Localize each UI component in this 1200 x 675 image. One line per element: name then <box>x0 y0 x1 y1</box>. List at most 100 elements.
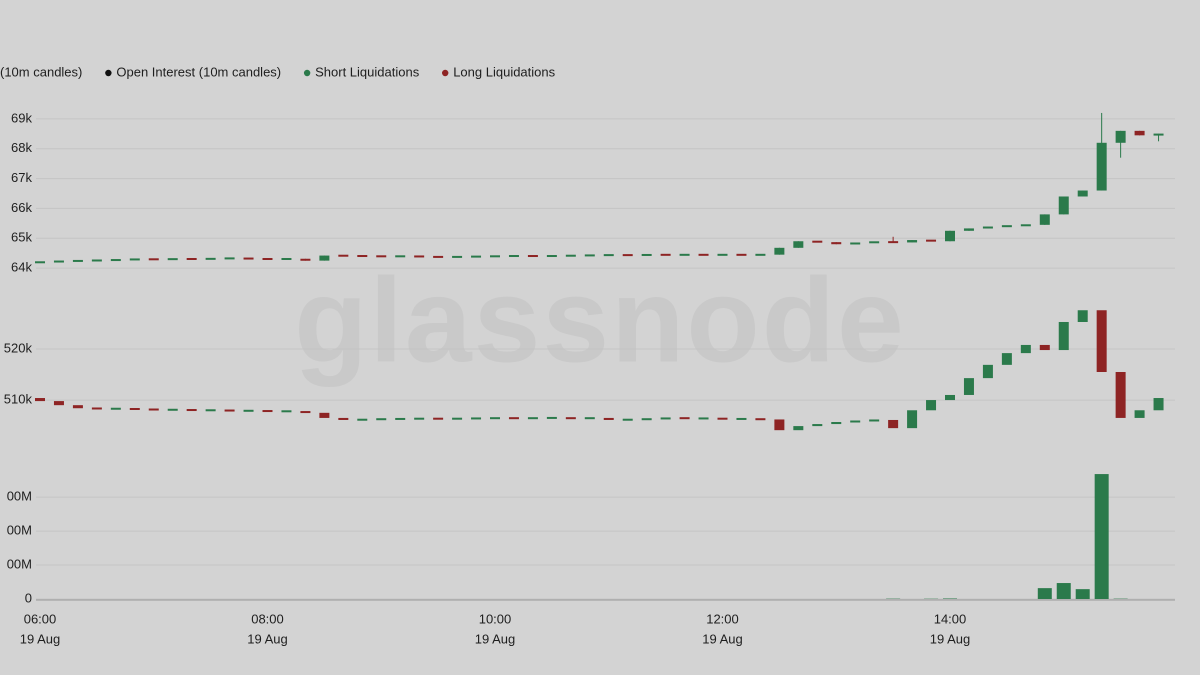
x-tick-label: 14:00 <box>934 611 967 626</box>
candle-body <box>91 407 102 410</box>
candle-body <box>963 378 974 395</box>
candle-body <box>1096 142 1107 191</box>
legend-marker <box>303 69 311 77</box>
x-tick-date: 19 Aug <box>930 631 971 646</box>
legend-label: Long Liquidations <box>453 64 555 79</box>
liquidation-bar <box>1037 588 1052 599</box>
candle-body <box>660 253 671 256</box>
candle-body <box>414 417 425 420</box>
candle-body <box>243 257 254 260</box>
candle-body <box>603 254 614 257</box>
legend-marker <box>105 69 112 77</box>
candle-body <box>888 241 899 244</box>
x-tick-date: 19 Aug <box>702 631 743 646</box>
candle-body <box>527 417 538 420</box>
candle-body <box>736 253 747 256</box>
candle-body <box>414 255 425 258</box>
candle-body <box>565 254 576 257</box>
y-tick-label: 67k <box>11 170 32 185</box>
candle-body <box>395 255 406 258</box>
candle-body <box>698 253 709 256</box>
x-tick-date: 19 Aug <box>475 631 516 646</box>
candle-body <box>319 412 330 418</box>
x-tick-label: 08:00 <box>251 611 284 626</box>
candle-body <box>395 417 406 420</box>
candle-body <box>471 417 482 420</box>
y-tick-label: 66k <box>11 200 32 215</box>
candle-body <box>1039 214 1050 225</box>
candle-body <box>793 426 804 431</box>
candle-body <box>357 255 368 258</box>
candle-body <box>793 241 804 248</box>
liquidation-bar <box>943 598 957 599</box>
candle-body <box>774 247 785 255</box>
candle-body <box>35 261 45 264</box>
candle-body <box>129 408 140 410</box>
candle-body <box>660 417 671 420</box>
candle-body <box>338 417 349 420</box>
candle-body <box>1134 130 1145 136</box>
y-tick-label: 00M <box>7 556 32 571</box>
candle-body <box>262 257 273 260</box>
candle-body <box>224 257 235 260</box>
liquidation-bar <box>1075 589 1090 599</box>
candle-body <box>1077 190 1088 197</box>
candle-body <box>1020 224 1031 227</box>
candle-body <box>869 419 880 422</box>
candle-body <box>736 417 747 420</box>
candle-body <box>603 417 614 420</box>
candle-body <box>907 410 918 429</box>
candle-body <box>300 258 311 261</box>
liquidation-bar <box>1056 583 1071 599</box>
candle-body <box>508 417 519 420</box>
candle-body <box>831 242 842 245</box>
candle-body <box>527 255 538 258</box>
candle-body <box>1039 344 1050 351</box>
candle-body <box>490 417 500 420</box>
candle-body <box>319 255 330 261</box>
candle-body <box>1115 130 1126 143</box>
candle-body <box>945 394 955 401</box>
candle-body <box>717 417 728 420</box>
candle-body <box>1058 196 1069 215</box>
y-tick-label: 510k <box>4 392 33 407</box>
legend-label: Short Liquidations <box>315 64 420 79</box>
candle-body <box>186 257 197 260</box>
candle-body <box>982 364 993 379</box>
candle-body <box>755 418 766 421</box>
candle-body <box>224 409 235 412</box>
candle-body <box>53 260 64 263</box>
candle-body <box>1001 353 1012 365</box>
candle-body <box>186 409 197 412</box>
candle-body <box>433 417 444 420</box>
candle-body <box>869 241 880 244</box>
legend-label: (10m candles) <box>0 64 82 79</box>
liquidation-bar <box>1094 474 1109 599</box>
legend: (10m candles) Open Interest (10m candles)… <box>0 64 556 79</box>
candle-body <box>717 253 728 256</box>
candle-body <box>812 240 823 243</box>
candle-body <box>167 408 178 411</box>
candle-body <box>982 226 993 229</box>
legend-marker <box>442 69 449 77</box>
candle-body <box>679 417 690 420</box>
candle-body <box>584 254 595 257</box>
candle-body <box>1058 321 1069 351</box>
y-tick-label: 00M <box>7 523 32 538</box>
y-tick-label: 0 <box>25 590 32 605</box>
candle-body <box>926 400 937 411</box>
candle-body <box>72 405 83 409</box>
y-tick-label: 520k <box>4 340 33 355</box>
candle-body <box>1153 398 1164 411</box>
candle-body <box>641 253 652 256</box>
candle-body <box>376 255 387 258</box>
candle-body <box>1077 310 1088 322</box>
candle-body <box>262 410 273 413</box>
y-tick-label: 69k <box>11 110 32 125</box>
candle-body <box>471 255 482 258</box>
candle-body <box>357 418 368 421</box>
candle-body <box>72 259 83 262</box>
